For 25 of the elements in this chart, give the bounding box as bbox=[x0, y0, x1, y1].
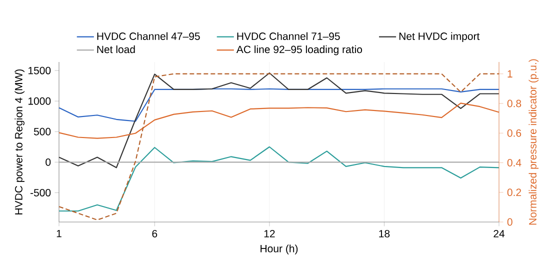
line-series bbox=[58, 72, 500, 168]
x-tick-label: 1 bbox=[56, 230, 62, 238]
y2-tick-label: 1 bbox=[508, 70, 512, 78]
y2-tick-label: 0.8 bbox=[507, 100, 522, 108]
x-tick-label: 12 bbox=[264, 230, 275, 238]
legend-label: Net HVDC import bbox=[399, 32, 480, 42]
legend-label: AC line 92–95 loading ratio bbox=[236, 45, 362, 56]
y-tick-label: 500 bbox=[34, 128, 51, 136]
legend-label: Net load bbox=[97, 45, 135, 54]
x-axis-title: Hour (h) bbox=[260, 244, 298, 254]
y2-tick-label: 0.2 bbox=[507, 188, 522, 196]
y-tick-label: 0 bbox=[46, 158, 51, 166]
legend-label: HVDC Channel 71–95 bbox=[237, 32, 340, 40]
x-tick-label: 18 bbox=[379, 230, 390, 238]
y-axis-title: HVDC power to Region 4 (MW) bbox=[14, 69, 24, 214]
y2-tick-label: 0.4 bbox=[507, 159, 522, 166]
x-tick-label: 6 bbox=[152, 230, 158, 238]
x-tick-label: 24 bbox=[494, 230, 505, 238]
y-tick-label: 1000 bbox=[28, 97, 51, 105]
y2-tick-label: 0.6 bbox=[507, 129, 522, 137]
y2-axis-title: Normalized pressure indicator (p.u.) bbox=[528, 59, 539, 225]
y2-tick-label: 0 bbox=[507, 218, 512, 226]
y-tick-label: -500 bbox=[30, 188, 51, 196]
y-tick-label: 1500 bbox=[28, 66, 51, 74]
legend-label: HVDC Channel 47–95 bbox=[97, 32, 200, 40]
